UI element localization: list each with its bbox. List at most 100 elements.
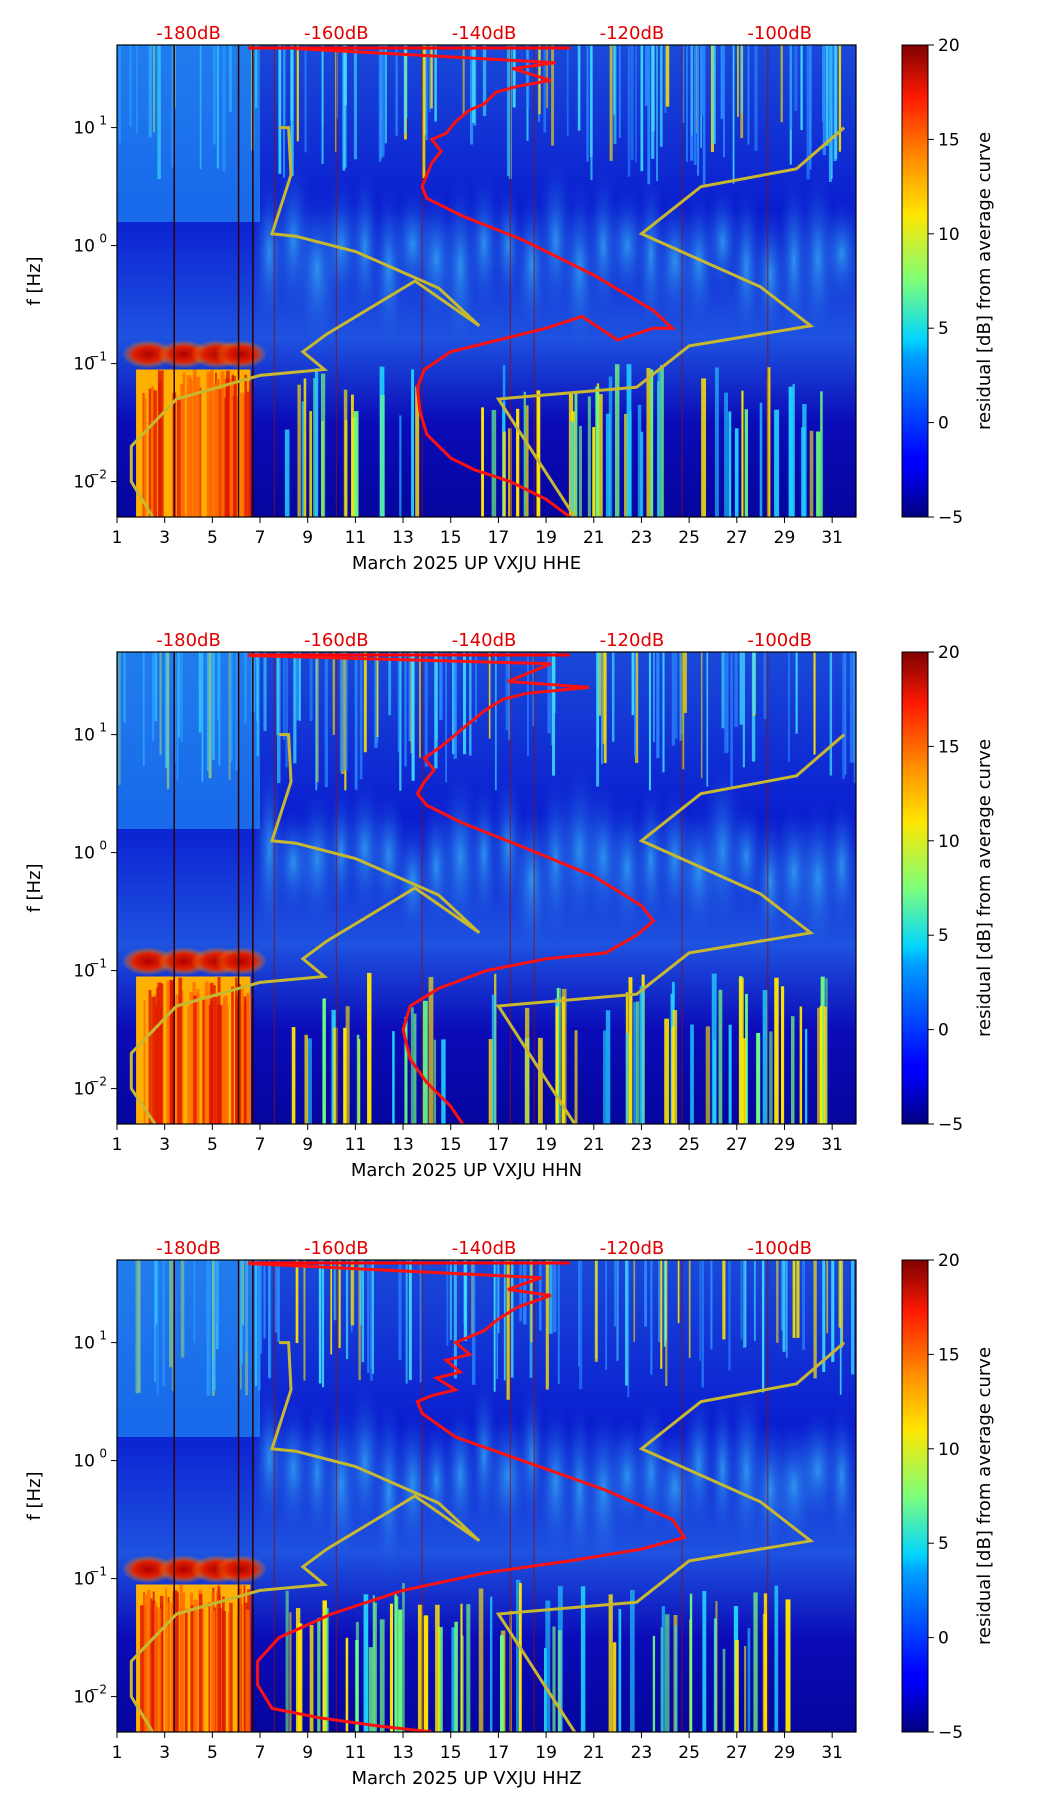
lf-streak (545, 1600, 551, 1732)
hf-streak (611, 652, 615, 742)
hf-streak (527, 652, 529, 756)
hf-streak (732, 45, 735, 184)
hf-streak (551, 45, 555, 146)
x-axis-label: March 2025 UP VXJU HHN (351, 1160, 582, 1181)
hf-streak (691, 45, 693, 136)
hot-streak (143, 1594, 148, 1732)
lf-streak (285, 1590, 289, 1732)
hot-streak (228, 390, 233, 517)
hf-streak (744, 1260, 747, 1347)
lf-streak (516, 408, 520, 517)
db-scale-label: -160dB (304, 630, 369, 651)
colorbar-label: residual [dB] from average curve (974, 739, 995, 1037)
hot-streak (157, 370, 160, 517)
lf-streak (373, 1602, 377, 1732)
y-tick-label: 10 (73, 962, 95, 982)
x-tick-label: 11 (345, 1743, 367, 1763)
colorbar: 20 15 10 5 0 −5 residual [dB] from average cur… (901, 1251, 995, 1743)
hf-streak (342, 45, 346, 171)
x-tick-label: 29 (774, 528, 796, 548)
lf-streak (657, 368, 661, 517)
lf-streak (404, 1016, 408, 1124)
x-tick-label: 31 (821, 1135, 843, 1155)
lf-streak (652, 1635, 656, 1732)
x-tick-label: 1 (112, 1743, 123, 1763)
hf-streak (276, 652, 279, 736)
hf-streak (419, 1260, 422, 1383)
y-axis-label: f [Hz] (24, 863, 45, 912)
colorbar-tick-label: 0 (938, 414, 949, 434)
hf-streak (724, 652, 728, 754)
y-tick-exponent: −2 (89, 1683, 107, 1697)
db-scale-label: -100dB (747, 630, 812, 651)
hf-streak (722, 1260, 726, 1340)
hf-streak (553, 1260, 557, 1333)
hf-streak (439, 652, 443, 721)
lf-streak (309, 411, 313, 517)
lf-streak (756, 1032, 761, 1124)
hf-streak (653, 652, 655, 742)
hf-streak (449, 1260, 452, 1341)
hf-streak (594, 1260, 598, 1362)
lf-streak (762, 990, 768, 1124)
hf-streak (679, 652, 683, 741)
lf-streak (744, 1645, 747, 1732)
lf-streak (759, 402, 763, 517)
hf-streak (299, 652, 301, 721)
noise-blob (826, 1404, 856, 1548)
lf-streak (396, 1596, 399, 1732)
hf-streak (614, 1260, 616, 1327)
lf-streak (322, 998, 326, 1124)
hot-streak (240, 392, 245, 517)
noise-blob (731, 184, 762, 348)
hf-streak (510, 1260, 514, 1378)
hf-streak (754, 45, 758, 151)
hf-streak (644, 1260, 648, 1327)
lf-streak (345, 1006, 350, 1124)
lf-streak (637, 404, 642, 517)
model-curve-yellow (495, 126, 846, 517)
colorbar-label: residual [dB] from average curve (974, 1347, 995, 1645)
colorbar-gradient (901, 651, 929, 1125)
hf-streak (590, 45, 593, 180)
hf-streak (627, 45, 631, 177)
lf-streak (639, 986, 645, 1124)
lf-streak (488, 1039, 494, 1124)
lf-streak (595, 386, 600, 517)
lf-streak (351, 394, 354, 517)
x-tick-label: 5 (207, 1135, 218, 1155)
hf-streak (482, 45, 487, 116)
lf-streak (372, 1595, 375, 1732)
hf-streak (838, 1260, 842, 1328)
x-tick-label: 21 (583, 1135, 605, 1155)
model-curve-yellow (495, 733, 846, 1124)
db-scale-label: -140dB (452, 23, 517, 44)
hf-streak (469, 652, 472, 756)
hot-streak (196, 376, 201, 517)
colorbar-gradient (901, 44, 929, 518)
model-curve-yellow (495, 1341, 846, 1732)
hot-streak (146, 1589, 151, 1732)
lf-streak (799, 1006, 803, 1124)
hf-streak (700, 652, 703, 779)
hf-streak (330, 1260, 333, 1355)
lf-streak (441, 1039, 446, 1124)
x-tick-label: 17 (488, 1135, 510, 1155)
lf-streak (603, 1030, 607, 1124)
hf-streak (752, 652, 756, 714)
lf-streak (612, 1642, 617, 1732)
model-curve-yellow (129, 733, 481, 1124)
lf-streak (317, 1617, 321, 1732)
lf-streak (392, 1031, 395, 1124)
hf-streak (263, 652, 267, 731)
lf-streak (289, 1612, 292, 1732)
x-tick-label: 7 (255, 528, 266, 548)
hf-streak (828, 45, 832, 182)
hf-streak (813, 652, 816, 755)
hf-streak (702, 45, 706, 185)
noise-blob (681, 1392, 716, 1537)
lf-streak (574, 1030, 578, 1124)
lf-streak (519, 1582, 522, 1732)
x-tick-label: 23 (631, 1135, 653, 1155)
